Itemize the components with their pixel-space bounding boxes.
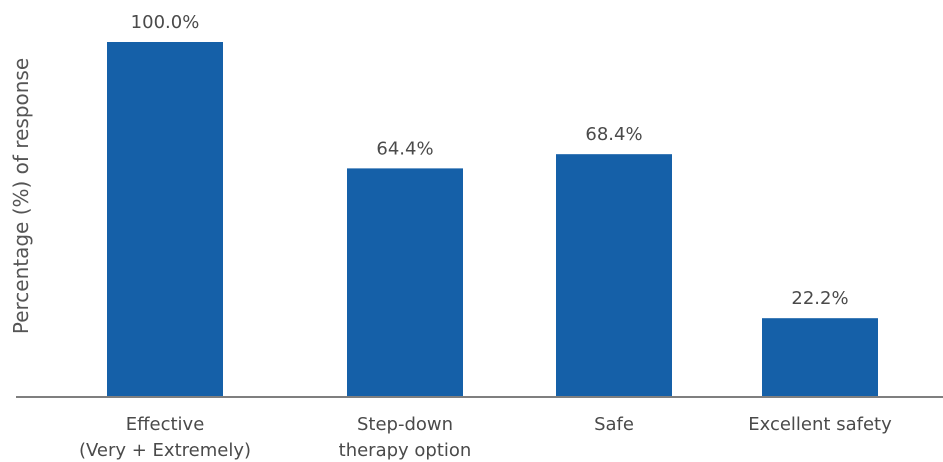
category-label-2-line-0: Safe bbox=[594, 414, 634, 435]
category-labels-layer: Effective (Very + Extremely) Step-down ther… bbox=[79, 414, 892, 461]
data-labels-layer: 100.0% 64.4% 68.4% 22.2% bbox=[131, 12, 849, 309]
category-label-1-line-1: therapy option bbox=[339, 440, 472, 461]
data-label-1: 64.4% bbox=[376, 138, 433, 159]
category-label-0-line-0: Effective bbox=[126, 414, 205, 435]
bar-2 bbox=[556, 154, 672, 397]
bar-1 bbox=[347, 168, 463, 397]
category-label-3-line-0: Excellent safety bbox=[748, 414, 892, 435]
data-label-0: 100.0% bbox=[131, 12, 200, 33]
data-label-3: 22.2% bbox=[791, 288, 848, 309]
data-label-2: 68.4% bbox=[585, 124, 642, 145]
bar-0 bbox=[107, 42, 223, 397]
category-label-0-line-1: (Very + Extremely) bbox=[79, 440, 251, 461]
category-label-1-line-0: Step-down bbox=[357, 414, 453, 435]
bars-layer bbox=[107, 42, 878, 397]
y-axis-label: Percentage (%) of response bbox=[9, 58, 33, 334]
bar-3 bbox=[762, 318, 878, 397]
